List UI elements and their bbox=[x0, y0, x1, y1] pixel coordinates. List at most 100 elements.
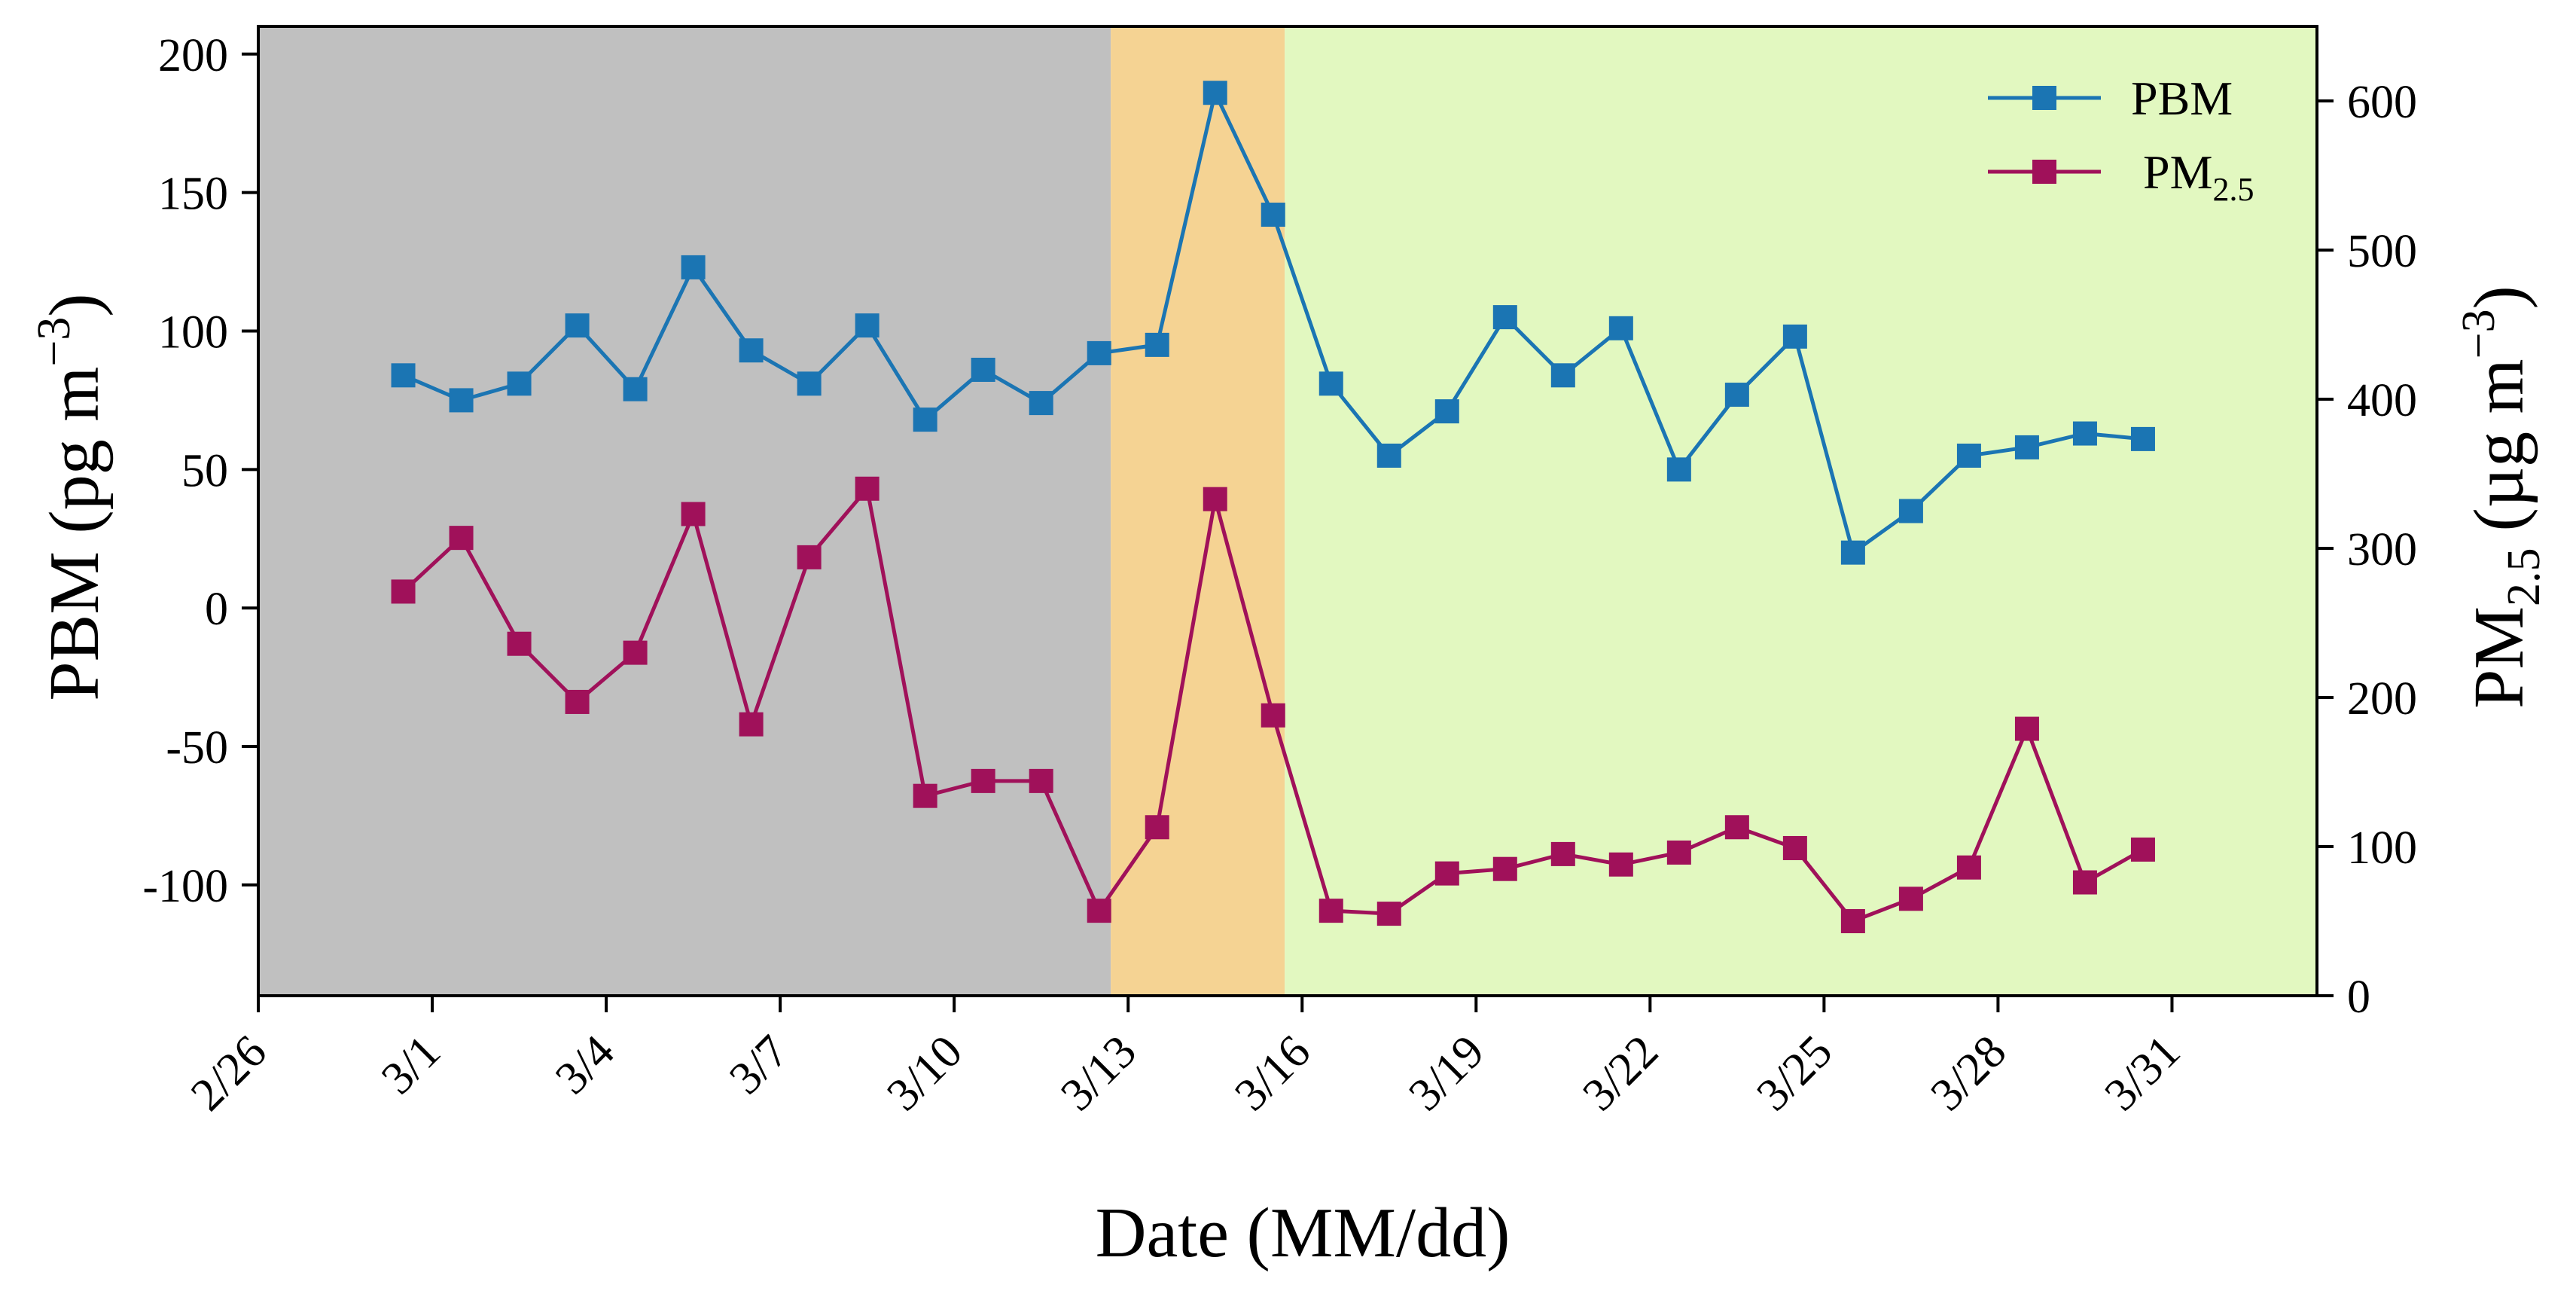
point-pm25-11 bbox=[1029, 768, 1053, 793]
series-layer bbox=[391, 81, 2155, 933]
point-pbm-24 bbox=[1782, 324, 1807, 349]
y-left-title-sup: −3 bbox=[29, 317, 80, 367]
point-pbm-11 bbox=[1029, 391, 1053, 416]
legend-label-pm25-sub: 2.5 bbox=[2213, 171, 2254, 208]
legend-label-pbm: PBM bbox=[2131, 72, 2233, 125]
point-pm25-13 bbox=[1145, 815, 1169, 840]
y-left-title-text: PBM (pg m bbox=[35, 367, 114, 701]
point-pbm-4 bbox=[623, 377, 648, 401]
point-pm25-0 bbox=[391, 579, 416, 604]
point-pm25-14 bbox=[1203, 487, 1227, 511]
y-right-tick-label-1: 500 bbox=[2347, 226, 2417, 277]
point-pbm-7 bbox=[797, 371, 822, 396]
point-pm25-30 bbox=[2130, 837, 2155, 862]
point-pbm-28 bbox=[2014, 435, 2039, 459]
point-pbm-14 bbox=[1203, 81, 1227, 105]
point-pbm-25 bbox=[1840, 540, 1865, 565]
point-pbm-23 bbox=[1724, 383, 1749, 407]
point-pbm-26 bbox=[1898, 499, 1923, 523]
point-pm25-28 bbox=[2014, 716, 2039, 741]
y-right-title-units: (µg m bbox=[2460, 359, 2538, 531]
legend-label-pm25-base: PM bbox=[2143, 145, 2213, 199]
period-band-2 bbox=[1285, 26, 2317, 996]
y-right-tick-label-6: 0 bbox=[2347, 972, 2370, 1023]
legend-label-pm25: PM2.5 bbox=[2143, 145, 2254, 208]
period-band-1 bbox=[1111, 26, 1285, 996]
point-pm25-21 bbox=[1608, 852, 1633, 877]
period-bands bbox=[258, 26, 2317, 996]
point-pm25-2 bbox=[507, 631, 532, 656]
x-tick-label-4: 3/10 bbox=[877, 1026, 972, 1121]
y-right-tick-label-3: 300 bbox=[2347, 524, 2417, 575]
plot-frame bbox=[257, 25, 2318, 997]
point-pbm-10 bbox=[971, 357, 995, 382]
y-right-tick-label-5: 100 bbox=[2347, 822, 2417, 874]
y-left-tick-label-1: 150 bbox=[158, 169, 228, 220]
point-pbm-29 bbox=[2072, 421, 2097, 446]
point-pbm-15 bbox=[1261, 203, 1285, 227]
x-tick-label-0: 2/26 bbox=[181, 1026, 276, 1121]
point-pm25-6 bbox=[739, 712, 764, 737]
x-tick-label-11: 3/31 bbox=[2095, 1026, 2190, 1121]
point-pbm-8 bbox=[855, 313, 879, 338]
y-left-tick-label-2: 100 bbox=[158, 307, 228, 358]
point-pm25-25 bbox=[1840, 909, 1865, 933]
y-right-tick-label-4: 200 bbox=[2347, 673, 2417, 725]
point-pm25-4 bbox=[623, 640, 648, 665]
point-pm25-18 bbox=[1434, 861, 1459, 886]
point-pbm-5 bbox=[681, 255, 706, 279]
y-right-axis-title: PM2.5 (µg m−3) bbox=[2453, 285, 2550, 709]
point-pm25-8 bbox=[855, 476, 879, 501]
point-pbm-21 bbox=[1608, 316, 1633, 340]
x-tick-label-8: 3/22 bbox=[1573, 1026, 1668, 1121]
y-left-tick-label-5: -50 bbox=[166, 722, 228, 774]
x-tick-label-1: 3/1 bbox=[372, 1026, 450, 1104]
point-pm25-10 bbox=[971, 768, 995, 793]
x-tick-label-7: 3/19 bbox=[1399, 1026, 1494, 1121]
x-tick-label-5: 3/13 bbox=[1051, 1026, 1146, 1121]
y-left-axis-title: PBM (pg m−3) bbox=[29, 293, 114, 700]
point-pbm-12 bbox=[1087, 340, 1111, 365]
x-tick-label-6: 3/16 bbox=[1225, 1026, 1320, 1121]
point-pbm-6 bbox=[739, 338, 764, 363]
point-pm25-3 bbox=[565, 689, 590, 714]
point-pbm-30 bbox=[2130, 426, 2155, 451]
point-pm25-16 bbox=[1318, 899, 1343, 923]
y-right-title-sup: −3 bbox=[2453, 309, 2504, 359]
point-pm25-1 bbox=[449, 526, 474, 551]
y-right-title-close: ) bbox=[2460, 285, 2538, 309]
legend: PBM PM2.5 bbox=[1988, 72, 2254, 208]
y-right-tick-label-2: 400 bbox=[2347, 375, 2417, 426]
point-pbm-0 bbox=[391, 363, 416, 388]
legend-marker-pm25 bbox=[2032, 160, 2056, 184]
y-left-tick-label-6: -100 bbox=[142, 861, 228, 912]
point-pm25-29 bbox=[2072, 870, 2097, 895]
point-pbm-2 bbox=[507, 371, 532, 396]
point-pbm-3 bbox=[565, 313, 590, 338]
point-pbm-27 bbox=[1956, 443, 1981, 468]
point-pbm-18 bbox=[1434, 399, 1459, 424]
point-pm25-7 bbox=[797, 545, 822, 569]
y-right-tick-label-0: 600 bbox=[2347, 77, 2417, 128]
point-pm25-5 bbox=[681, 502, 706, 526]
point-pbm-22 bbox=[1666, 457, 1691, 482]
point-pbm-17 bbox=[1376, 443, 1401, 468]
x-axis-title: Date (MM/dd) bbox=[1096, 1194, 1511, 1272]
y-left-tick-label-3: 50 bbox=[181, 445, 228, 496]
point-pm25-23 bbox=[1724, 815, 1749, 840]
y-left-title-close: ) bbox=[35, 293, 114, 316]
point-pm25-22 bbox=[1666, 840, 1691, 865]
point-pm25-17 bbox=[1376, 902, 1401, 926]
x-tick-label-10: 3/28 bbox=[1921, 1026, 2016, 1121]
point-pbm-19 bbox=[1492, 305, 1517, 330]
point-pbm-1 bbox=[449, 388, 474, 413]
point-pbm-20 bbox=[1550, 363, 1575, 388]
point-pbm-16 bbox=[1318, 371, 1343, 396]
point-pm25-12 bbox=[1087, 899, 1111, 923]
x-tick-label-3: 3/7 bbox=[720, 1026, 798, 1104]
point-pbm-9 bbox=[913, 407, 937, 432]
y-right-title-pm: PM bbox=[2460, 606, 2538, 709]
point-pm25-26 bbox=[1898, 887, 1923, 911]
x-tick-label-9: 3/25 bbox=[1747, 1026, 1842, 1121]
